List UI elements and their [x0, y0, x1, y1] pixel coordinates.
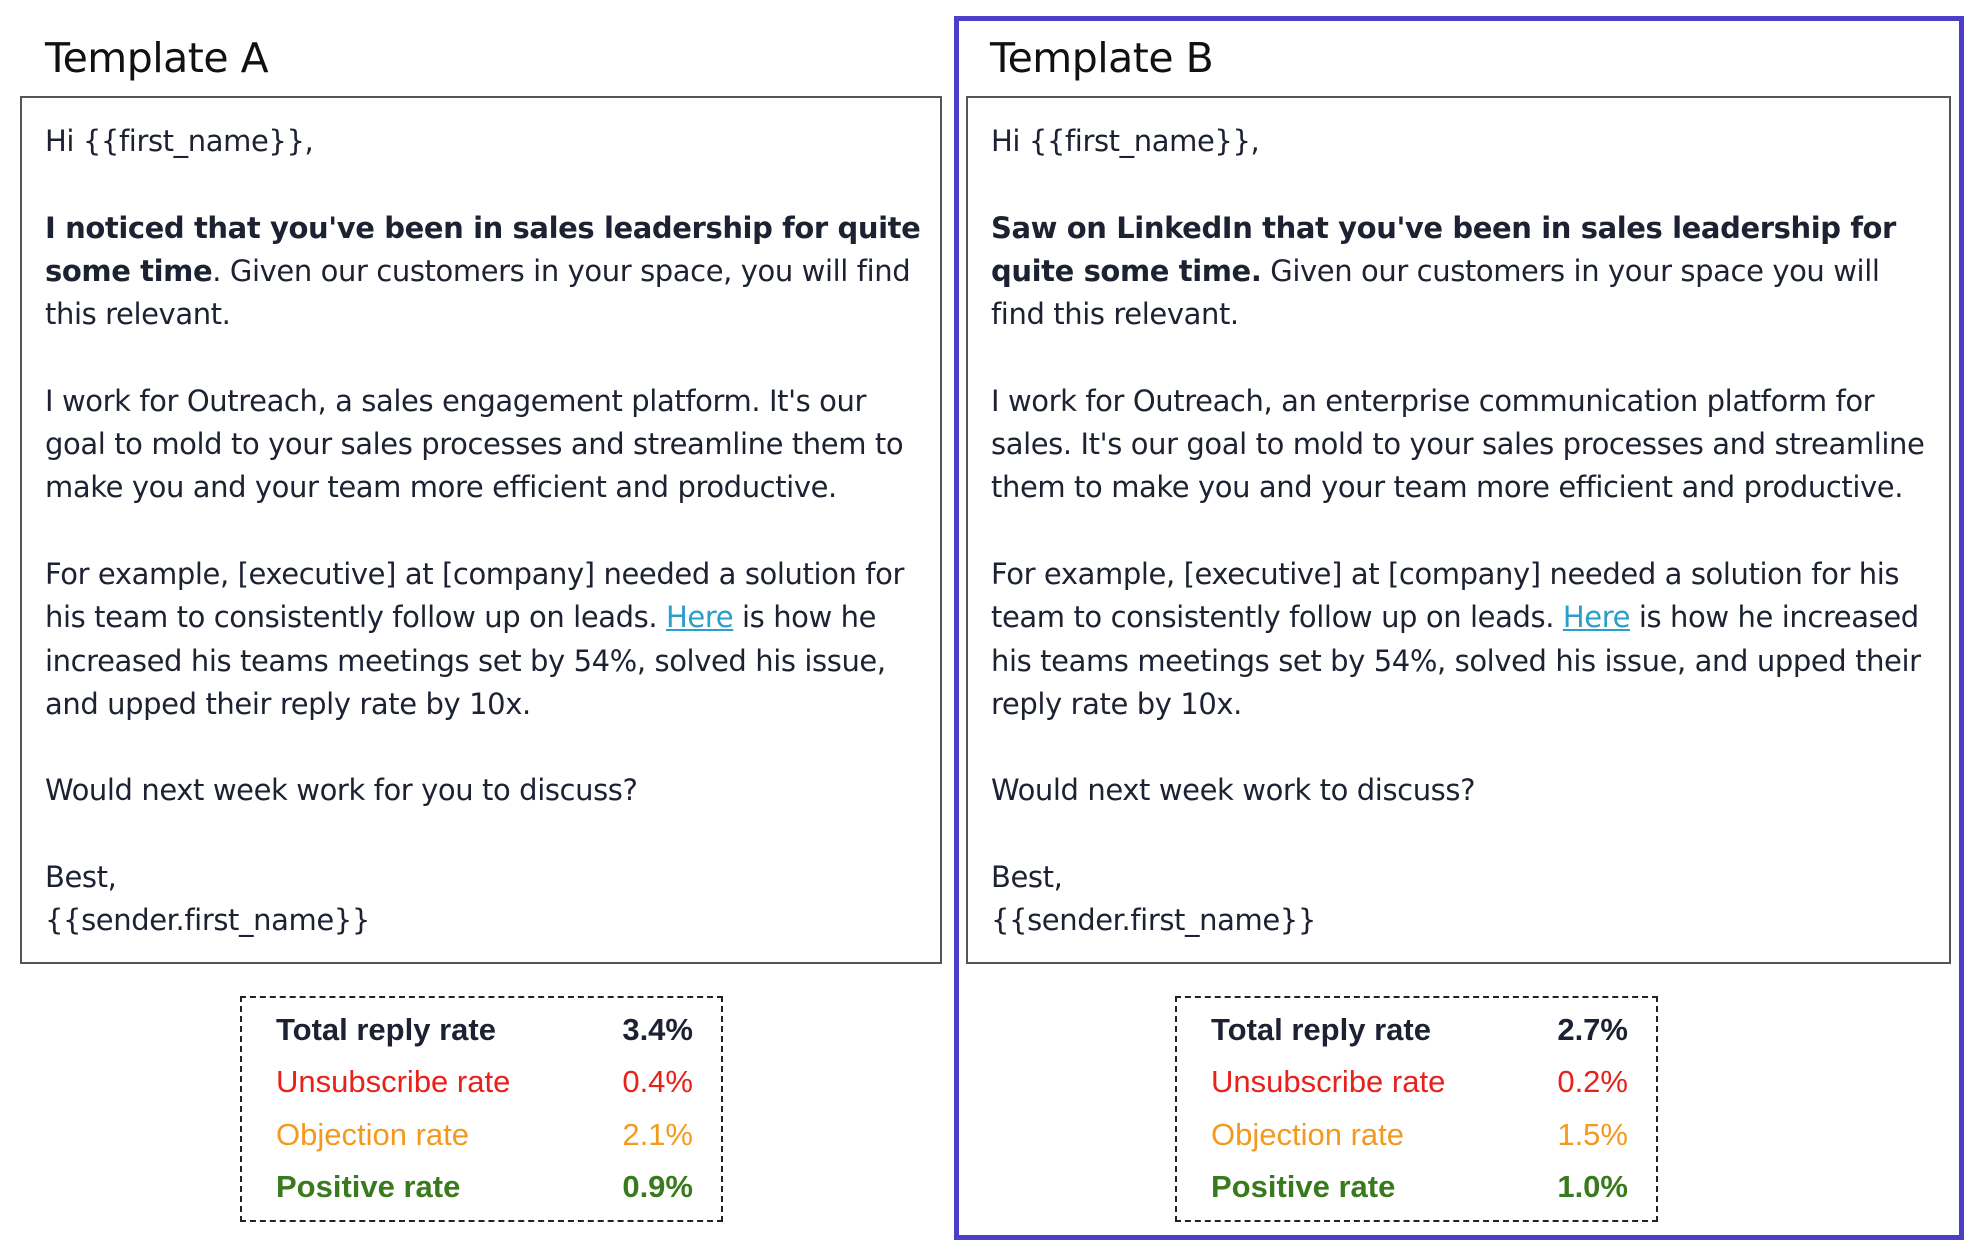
- selected-template-frame: [954, 16, 1964, 1240]
- example-text-before: For example, [executive] at [company] ne…: [45, 556, 904, 635]
- unsubscribe-value: 0.4%: [622, 1064, 693, 1099]
- paragraph-intro: Saw on LinkedIn that you've been in sale…: [991, 207, 1936, 337]
- template-b-title: Template B: [990, 34, 1214, 82]
- positive-label: Positive rate: [276, 1169, 461, 1204]
- example-text-after: is how he increased his teams meetings s…: [991, 600, 1921, 721]
- intro-bold: I noticed that you've been in sales lead…: [45, 210, 921, 288]
- template-a-title: Template A: [45, 34, 269, 82]
- template-b-email-body: Hi {{first_name}}, Saw on LinkedIn that …: [991, 120, 1936, 943]
- objection-row: Objection rate 2.1%: [242, 1115, 721, 1155]
- paragraph-question: Would next week work to discuss?: [991, 773, 1476, 808]
- positive-row: Positive rate 1.0%: [1177, 1167, 1656, 1207]
- total-reply-label: Total reply rate: [276, 1012, 496, 1047]
- positive-value: 0.9%: [622, 1169, 693, 1204]
- template-b-email-card[interactable]: Hi {{first_name}}, Saw on LinkedIn that …: [966, 96, 1951, 964]
- template-a-stats-box: Total reply rate 3.4% Unsubscribe rate 0…: [240, 996, 723, 1222]
- objection-label: Objection rate: [1211, 1117, 1404, 1152]
- positive-value: 1.0%: [1557, 1169, 1628, 1204]
- here-link[interactable]: Here: [666, 600, 734, 635]
- greeting: Hi {{first_name}},: [45, 124, 314, 158]
- total-reply-value: 2.7%: [1557, 1012, 1628, 1047]
- objection-value: 2.1%: [622, 1117, 693, 1152]
- unsubscribe-value: 0.2%: [1557, 1064, 1628, 1099]
- total-reply-row: Total reply rate 2.7%: [1177, 1010, 1656, 1050]
- intro-rest: Given our customers in your space you wi…: [991, 253, 1880, 332]
- intro-bold: Saw on LinkedIn that you've been in sale…: [991, 210, 1896, 288]
- signature: {{sender.first_name}}: [991, 903, 1316, 938]
- unsubscribe-row: Unsubscribe rate 0.2%: [1177, 1062, 1656, 1102]
- template-a-email-card[interactable]: Hi {{first_name}}, I noticed that you've…: [20, 96, 942, 964]
- unsubscribe-label: Unsubscribe rate: [276, 1064, 511, 1099]
- paragraph-company: I work for Outreach, an enterprise commu…: [991, 383, 1925, 505]
- signoff: Best,: [991, 860, 1063, 895]
- signoff-block: Best, {{sender.first_name}}: [991, 856, 1936, 943]
- here-link[interactable]: Here: [1562, 600, 1631, 635]
- template-b-stats-box: Total reply rate 2.7% Unsubscribe rate 0…: [1175, 996, 1658, 1222]
- paragraph-question: Would next week work for you to discuss?: [45, 773, 638, 808]
- unsubscribe-row: Unsubscribe rate 0.4%: [242, 1062, 721, 1102]
- objection-row: Objection rate 1.5%: [1177, 1115, 1656, 1155]
- paragraph-example: For example, [executive] at [company] ne…: [45, 553, 925, 726]
- positive-label: Positive rate: [1211, 1169, 1396, 1204]
- paragraph-example: For example, [executive] at [company] ne…: [991, 553, 1936, 726]
- signoff-block: Best, {{sender.first_name}}: [45, 856, 925, 943]
- example-text-before: For example, [executive] at [company] ne…: [991, 556, 1900, 635]
- signoff: Best,: [45, 860, 117, 895]
- total-reply-value: 3.4%: [622, 1012, 693, 1047]
- example-text-after: is how he increased his teams meetings s…: [45, 600, 886, 721]
- unsubscribe-label: Unsubscribe rate: [1211, 1064, 1446, 1099]
- paragraph-intro: I noticed that you've been in sales lead…: [45, 207, 925, 337]
- positive-row: Positive rate 0.9%: [242, 1167, 721, 1207]
- objection-label: Objection rate: [276, 1117, 469, 1152]
- template-a-email-body: Hi {{first_name}}, I noticed that you've…: [45, 120, 925, 943]
- greeting: Hi {{first_name}},: [991, 124, 1260, 158]
- objection-value: 1.5%: [1557, 1117, 1628, 1152]
- paragraph-company: I work for Outreach, a sales engagement …: [45, 383, 904, 505]
- intro-rest: . Given our customers in your space, you…: [45, 253, 911, 332]
- signature: {{sender.first_name}}: [45, 903, 370, 938]
- total-reply-row: Total reply rate 3.4%: [242, 1010, 721, 1050]
- total-reply-label: Total reply rate: [1211, 1012, 1431, 1047]
